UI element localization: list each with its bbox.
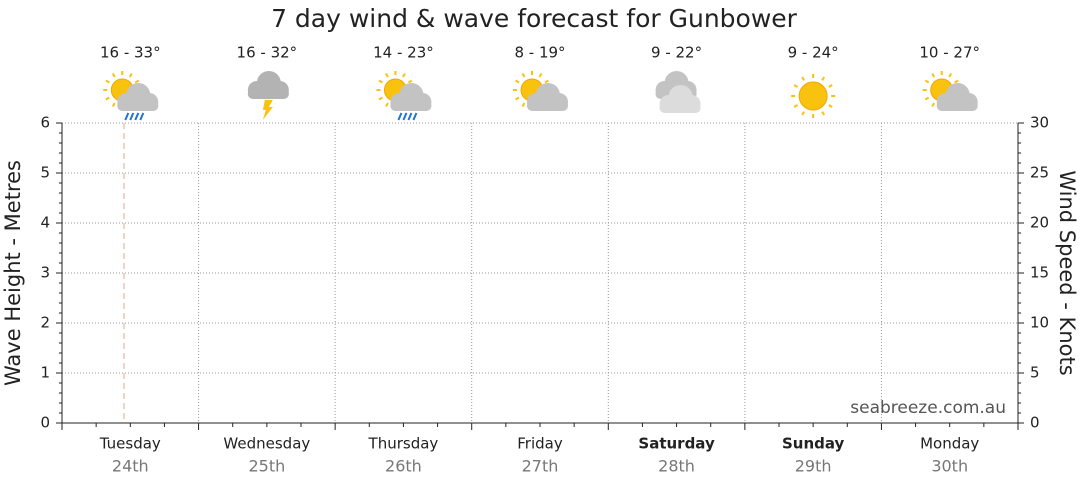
sun-ray: [385, 73, 389, 78]
sun-ray: [521, 73, 526, 78]
x-tick-label: Wednesday: [223, 435, 310, 453]
sun-ray: [134, 79, 140, 84]
sun-ray: [378, 79, 383, 84]
cloud: [527, 100, 568, 111]
watermark: seabreeze.com.au: [850, 398, 1006, 418]
y-tick-label: 2: [40, 314, 50, 332]
temperature-label: 16 - 33°: [100, 44, 161, 62]
y2-tick-label: 5: [1030, 364, 1040, 382]
sun-ray: [793, 84, 799, 88]
y-tick-label: 6: [40, 114, 50, 132]
sun-ray: [801, 76, 806, 81]
sun-ray: [954, 79, 959, 84]
sun-ray: [105, 96, 110, 101]
sun-ray: [128, 73, 133, 78]
temperature-label: 9 - 24°: [788, 44, 839, 62]
y2-tick-label: 10: [1030, 314, 1049, 332]
y2-axis-label: Wind Speed - Knots: [1055, 170, 1079, 375]
rain: [134, 112, 140, 121]
date-label: 28th: [658, 457, 695, 476]
cloud: [390, 100, 432, 111]
date-label: 27th: [522, 457, 559, 476]
sun-ray: [828, 104, 833, 108]
cloud: [117, 100, 159, 111]
rain: [397, 112, 403, 121]
y-tick-label: 4: [40, 214, 50, 232]
cloud: [247, 88, 289, 99]
weather-icon: [247, 71, 289, 120]
y-tick-label: 1: [40, 364, 50, 382]
date-label: 25th: [248, 457, 285, 476]
sun-ray: [378, 96, 383, 101]
temperature-label: 10 - 27°: [919, 44, 980, 62]
temperature-label: 8 - 19°: [514, 44, 565, 62]
sun-ray: [793, 104, 799, 108]
sun-ray: [111, 73, 116, 78]
y-axis-label: Wave Height - Metres: [1, 160, 25, 386]
sun-ray: [521, 102, 526, 107]
sun-ray: [821, 76, 826, 81]
lightning: [262, 100, 273, 120]
weather-icon: [103, 71, 159, 121]
cloud: [659, 102, 701, 113]
y2-tick-label: 25: [1030, 164, 1049, 182]
sun-ray: [801, 111, 806, 116]
x-tick-label: Saturday: [638, 435, 715, 453]
sun-ray: [407, 79, 413, 84]
sun-ray: [924, 96, 930, 101]
sun-ray: [402, 73, 406, 78]
y-tick-label: 3: [40, 264, 50, 282]
y-tick-label: 0: [40, 414, 50, 432]
date-label: 24th: [112, 457, 149, 476]
sun-ray: [828, 84, 833, 88]
y2-tick-label: 15: [1030, 264, 1049, 282]
sun-ray: [931, 73, 936, 78]
sun-ray: [948, 73, 953, 78]
chart-title: 7 day wind & wave forecast for Gunbower: [271, 4, 798, 33]
weather-icon: [922, 71, 978, 111]
date-label: 26th: [385, 457, 422, 476]
x-tick-label: Tuesday: [99, 435, 161, 453]
temperature-label: 9 - 22°: [651, 44, 702, 62]
rain: [139, 112, 145, 121]
sun-ray: [515, 96, 520, 101]
weather-icon: [655, 71, 701, 113]
rain: [402, 112, 408, 121]
rain: [407, 112, 413, 121]
x-tick-label: Monday: [920, 435, 979, 453]
sun-ray: [105, 79, 110, 84]
sun-ray: [544, 79, 549, 84]
date-label: 29th: [795, 457, 832, 476]
sun-ray: [931, 102, 936, 107]
rain: [129, 112, 135, 121]
temperature-label: 16 - 32°: [237, 44, 298, 62]
x-tick-label: Friday: [517, 435, 563, 453]
weather-icon: [791, 74, 836, 118]
weather-icon: [376, 71, 432, 121]
sun-ray: [111, 102, 116, 107]
sun-ray: [821, 111, 826, 116]
cloud: [936, 100, 978, 111]
weather-icon: [513, 71, 568, 111]
temperature-label: 14 - 23°: [373, 44, 434, 62]
sun: [798, 81, 828, 111]
sun-ray: [515, 79, 520, 84]
rain: [412, 112, 418, 121]
y2-tick-label: 30: [1030, 114, 1049, 132]
y-tick-label: 5: [40, 164, 50, 182]
rain: [124, 112, 130, 121]
sun-ray: [385, 102, 389, 107]
sun-ray: [924, 79, 930, 84]
date-label: 30th: [931, 457, 968, 476]
x-tick-label: Thursday: [368, 435, 439, 453]
y2-tick-label: 20: [1030, 214, 1049, 232]
y2-tick-label: 0: [1030, 414, 1040, 432]
x-tick-label: Sunday: [782, 435, 845, 453]
sun-ray: [538, 73, 543, 78]
